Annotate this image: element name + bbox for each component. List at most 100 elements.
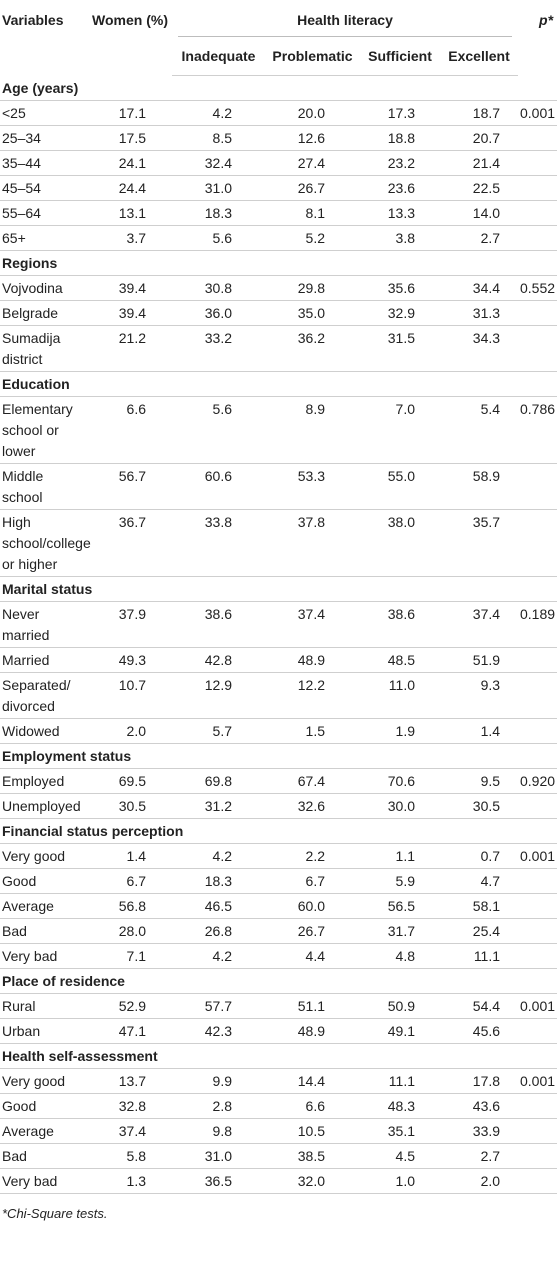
value-cell: 6.7 (82, 868, 172, 894)
p-value: 0.001 (518, 843, 557, 869)
value-cell: 32.0 (265, 1168, 360, 1194)
value-cell: 8.9 (265, 396, 360, 464)
row-label: Very good (0, 1068, 82, 1094)
value-cell: 4.4 (265, 943, 360, 969)
row-label: Good (0, 1093, 82, 1119)
p-value: 0.920 (518, 768, 557, 794)
empty-cell (518, 325, 557, 372)
data-row: Very bad 1.3 36.5 32.0 1.0 2.0 (0, 1168, 557, 1194)
data-row: Widowed 2.0 5.7 1.5 1.9 1.4 (0, 718, 557, 744)
header-group-label: Health literacy (178, 10, 513, 37)
value-cell: 30.0 (360, 793, 440, 819)
section-title: Regions (0, 250, 557, 276)
value-cell: 5.6 (172, 225, 265, 251)
value-cell: 12.2 (265, 672, 360, 719)
value-cell: 5.9 (360, 868, 440, 894)
value-cell: 7.0 (360, 396, 440, 464)
section-row: Regions (0, 250, 557, 276)
value-cell: 39.4 (82, 300, 172, 326)
value-cell: 36.2 (265, 325, 360, 372)
data-row: Rural 52.9 57.7 51.1 50.9 54.4 0.001 (0, 993, 557, 1019)
empty-cell (518, 943, 557, 969)
value-cell: 38.5 (265, 1143, 360, 1169)
value-cell: 18.3 (172, 868, 265, 894)
row-label: Very bad (0, 943, 82, 969)
data-row: Very bad 7.1 4.2 4.4 4.8 11.1 (0, 943, 557, 969)
value-cell: 31.3 (440, 300, 519, 326)
value-cell: 54.4 (440, 993, 519, 1019)
value-cell: 33.2 (172, 325, 265, 372)
value-cell: 48.9 (265, 1018, 360, 1044)
value-cell: 37.4 (265, 601, 360, 648)
empty-cell (518, 1018, 557, 1044)
value-cell: 32.9 (360, 300, 440, 326)
value-cell: 47.1 (82, 1018, 172, 1044)
data-row: 55–64 13.1 18.3 8.1 13.3 14.0 (0, 200, 557, 226)
value-cell: 38.0 (360, 509, 440, 577)
data-row: Good 6.7 18.3 6.7 5.9 4.7 (0, 868, 557, 894)
value-cell: 1.4 (440, 718, 519, 744)
value-cell: 51.1 (265, 993, 360, 1019)
data-row: Average 37.4 9.8 10.5 35.1 33.9 (0, 1118, 557, 1144)
value-cell: 1.0 (360, 1168, 440, 1194)
value-cell: 53.3 (265, 463, 360, 510)
value-cell: 13.3 (360, 200, 440, 226)
value-cell: 37.9 (82, 601, 172, 648)
value-cell: 32.4 (172, 150, 265, 176)
section-row: Financial status perception (0, 818, 557, 844)
value-cell: 69.5 (82, 768, 172, 794)
data-row: Average 56.8 46.5 60.0 56.5 58.1 (0, 893, 557, 919)
header-cell: Variables (2, 12, 64, 28)
value-cell: 10.7 (82, 672, 172, 719)
data-row: Separated/ divorced 10.7 12.9 12.2 11.0 9.3 (0, 672, 557, 719)
value-cell: 5.2 (265, 225, 360, 251)
row-label: Belgrade (0, 300, 82, 326)
row-label: High school/college or higher (0, 509, 91, 577)
row-label: 45–54 (0, 175, 82, 201)
p-value: 0.552 (518, 275, 557, 301)
row-label: Rural (0, 993, 82, 1019)
value-cell: 48.3 (360, 1093, 440, 1119)
value-cell: 3.8 (360, 225, 440, 251)
value-cell: 56.7 (82, 463, 172, 510)
value-cell: 38.6 (360, 601, 440, 648)
data-row: Urban 47.1 42.3 48.9 49.1 45.6 (0, 1018, 557, 1044)
header-cell: Excellent (440, 37, 519, 76)
section-row: Marital status (0, 576, 557, 602)
section-title: Marital status (0, 576, 557, 602)
empty-cell (518, 1093, 557, 1119)
value-cell: 37.4 (82, 1118, 172, 1144)
row-label: 35–44 (0, 150, 82, 176)
empty-cell (518, 893, 557, 919)
value-cell: 35.1 (360, 1118, 440, 1144)
value-cell: 27.4 (265, 150, 360, 176)
header-cell: Problematic (265, 37, 360, 76)
value-cell: 12.9 (172, 672, 265, 719)
value-cell: 31.0 (172, 175, 265, 201)
value-cell: 43.6 (440, 1093, 519, 1119)
value-cell: 33.9 (440, 1118, 519, 1144)
value-cell: 26.7 (265, 175, 360, 201)
value-cell: 33.8 (172, 509, 265, 577)
header-cell: Inadequate (172, 37, 265, 76)
value-cell: 50.9 (360, 993, 440, 1019)
data-row: Married 49.3 42.8 48.9 48.5 51.9 (0, 647, 557, 673)
header-row: Variables Women (%) Health literacy p* (0, 0, 557, 37)
value-cell: 4.2 (172, 943, 265, 969)
value-cell: 32.6 (265, 793, 360, 819)
value-cell: 31.7 (360, 918, 440, 944)
data-row: <25 17.1 4.2 20.0 17.3 18.7 0.001 (0, 100, 557, 126)
value-cell: 58.1 (440, 893, 519, 919)
empty-cell (518, 793, 557, 819)
value-cell: 30.5 (440, 793, 519, 819)
empty-cell (518, 918, 557, 944)
value-cell: 7.1 (82, 943, 172, 969)
data-row: Very good 1.4 4.2 2.2 1.1 0.7 0.001 (0, 843, 557, 869)
p-value: 0.189 (518, 601, 557, 648)
table: Variables Women (%) Health literacy p* I… (0, 0, 557, 1194)
value-cell: 52.9 (82, 993, 172, 1019)
empty-cell (518, 225, 557, 251)
value-cell: 11.0 (360, 672, 440, 719)
section-row: Employment status (0, 743, 557, 769)
